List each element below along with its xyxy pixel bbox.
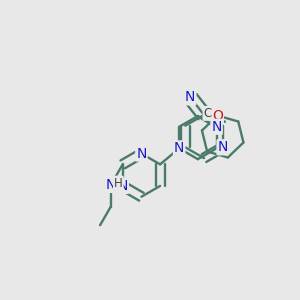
Text: N: N (136, 146, 147, 161)
Text: H: H (114, 177, 123, 190)
Text: C: C (203, 107, 212, 120)
Text: N: N (212, 120, 222, 134)
Text: N: N (118, 179, 128, 193)
Text: N: N (218, 140, 228, 154)
Text: N: N (185, 91, 195, 104)
Text: N: N (106, 178, 116, 192)
Text: O: O (212, 109, 223, 122)
Text: N: N (174, 141, 184, 155)
